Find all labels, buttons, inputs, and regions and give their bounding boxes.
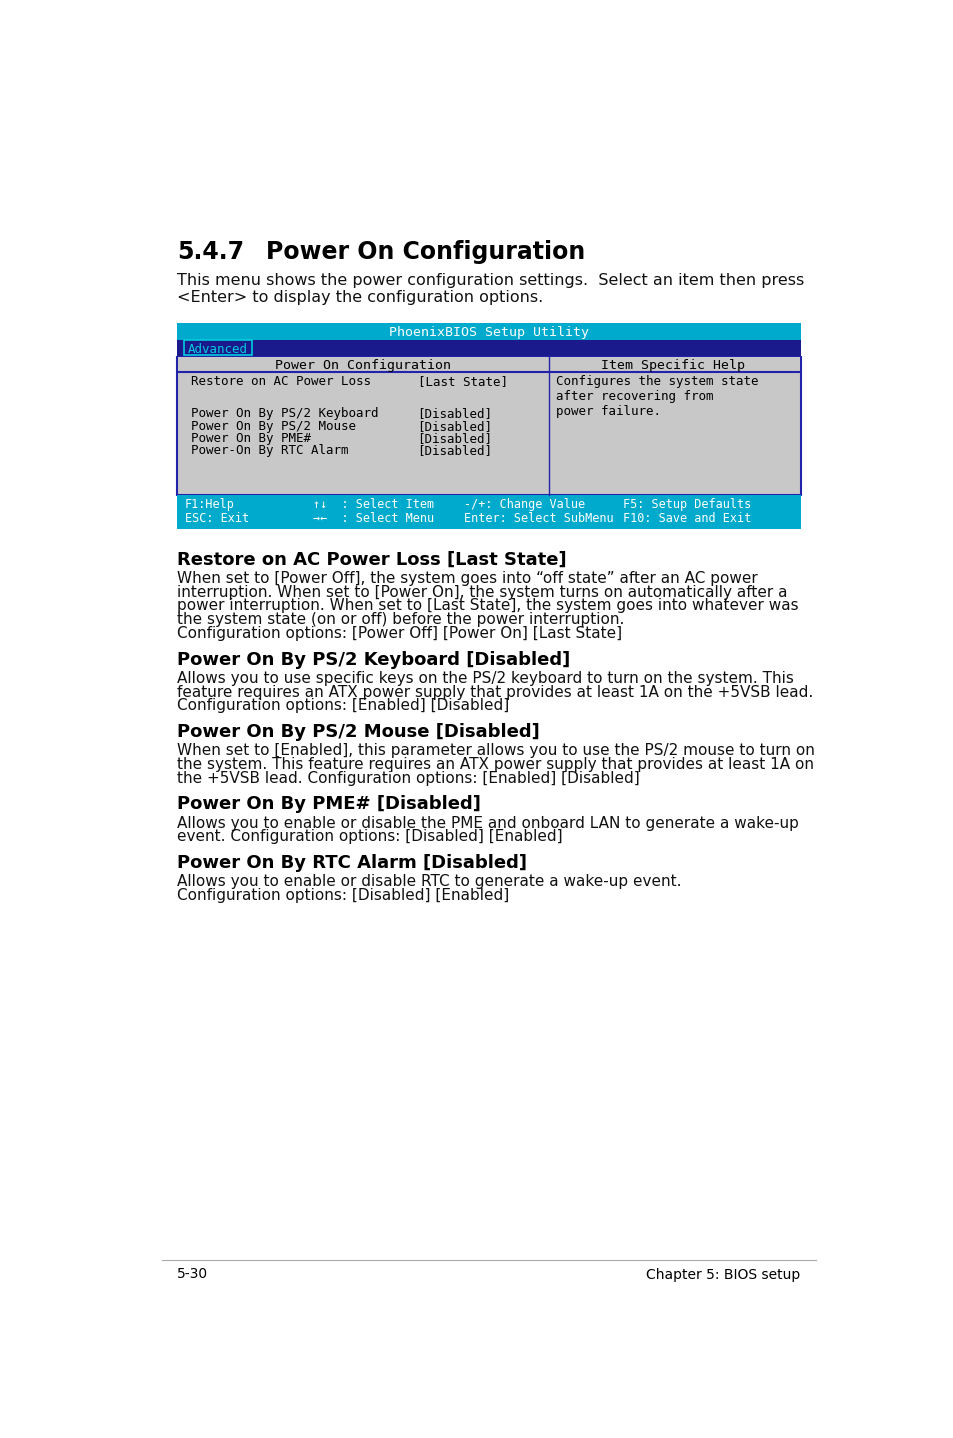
- Text: Power On By PME# [Disabled]: Power On By PME# [Disabled]: [177, 795, 480, 814]
- Text: F10: Save and Exit: F10: Save and Exit: [622, 512, 750, 525]
- Text: Configures the system state
after recovering from
power failure.: Configures the system state after recove…: [555, 375, 758, 418]
- Bar: [178, 357, 800, 372]
- Text: Power On By PME#: Power On By PME#: [192, 431, 311, 444]
- Text: feature requires an ATX power supply that provides at least 1A on the +5VSB lead: feature requires an ATX power supply tha…: [177, 684, 813, 700]
- Text: Allows you to enable or disable RTC to generate a wake-up event.: Allows you to enable or disable RTC to g…: [177, 874, 681, 889]
- Text: 5-30: 5-30: [177, 1267, 209, 1281]
- Text: ↑↓  : Select Item: ↑↓ : Select Item: [313, 499, 434, 512]
- Text: Power On By PS/2 Mouse: Power On By PS/2 Mouse: [192, 420, 356, 433]
- Text: Configuration options: [Enabled] [Disabled]: Configuration options: [Enabled] [Disabl…: [177, 699, 509, 713]
- Text: interruption. When set to [Power On], the system turns on automatically after a: interruption. When set to [Power On], th…: [177, 584, 787, 600]
- Text: -/+: Change Value: -/+: Change Value: [464, 499, 584, 512]
- Text: Restore on AC Power Loss: Restore on AC Power Loss: [192, 375, 371, 388]
- Text: [Disabled]: [Disabled]: [417, 407, 492, 420]
- Text: event. Configuration options: [Disabled] [Enabled]: event. Configuration options: [Disabled]…: [177, 830, 562, 844]
- Text: [Disabled]: [Disabled]: [417, 420, 492, 433]
- Bar: [177, 495, 801, 529]
- Text: →←  : Select Menu: →← : Select Menu: [313, 512, 434, 525]
- Text: PhoenixBIOS Setup Utility: PhoenixBIOS Setup Utility: [389, 326, 589, 339]
- Text: When set to [Power Off], the system goes into “off state” after an AC power: When set to [Power Off], the system goes…: [177, 571, 758, 585]
- Text: Allows you to use specific keys on the PS/2 keyboard to turn on the system. This: Allows you to use specific keys on the P…: [177, 670, 794, 686]
- Text: power interruption. When set to [Last State], the system goes into whatever was: power interruption. When set to [Last St…: [177, 598, 799, 614]
- Text: Power On By PS/2 Keyboard: Power On By PS/2 Keyboard: [192, 407, 378, 420]
- Text: F5: Setup Defaults: F5: Setup Defaults: [622, 499, 750, 512]
- Text: F1:Help: F1:Help: [185, 499, 234, 512]
- Text: the +5VSB lead. Configuration options: [Enabled] [Disabled]: the +5VSB lead. Configuration options: […: [177, 771, 639, 785]
- Text: Allows you to enable or disable the PME and onboard LAN to generate a wake-up: Allows you to enable or disable the PME …: [177, 815, 799, 831]
- Text: Chapter 5: BIOS setup: Chapter 5: BIOS setup: [645, 1267, 800, 1281]
- Text: the system state (on or off) before the power interruption.: the system state (on or off) before the …: [177, 613, 624, 627]
- Text: Power On Configuration: Power On Configuration: [266, 240, 585, 265]
- Bar: [177, 339, 801, 357]
- Bar: [183, 339, 252, 355]
- Text: When set to [Enabled], this parameter allows you to use the PS/2 mouse to turn o: When set to [Enabled], this parameter al…: [177, 743, 815, 758]
- Bar: [177, 357, 801, 495]
- Text: Power On By PS/2 Keyboard [Disabled]: Power On By PS/2 Keyboard [Disabled]: [177, 651, 570, 669]
- Text: Configuration options: [Disabled] [Enabled]: Configuration options: [Disabled] [Enabl…: [177, 887, 509, 903]
- Text: 5.4.7: 5.4.7: [177, 240, 244, 265]
- Text: [Disabled]: [Disabled]: [417, 444, 492, 457]
- Text: Configuration options: [Power Off] [Power On] [Last State]: Configuration options: [Power Off] [Powe…: [177, 626, 622, 641]
- Text: Item Specific Help: Item Specific Help: [600, 360, 744, 372]
- Text: [Disabled]: [Disabled]: [417, 431, 492, 444]
- Text: Advanced: Advanced: [188, 342, 248, 355]
- Text: [Last State]: [Last State]: [417, 375, 507, 388]
- Text: Power-On By RTC Alarm: Power-On By RTC Alarm: [192, 444, 349, 457]
- Text: Power On By RTC Alarm [Disabled]: Power On By RTC Alarm [Disabled]: [177, 854, 527, 871]
- Text: Restore on AC Power Loss [Last State]: Restore on AC Power Loss [Last State]: [177, 551, 566, 568]
- Text: This menu shows the power configuration settings.  Select an item then press
<En: This menu shows the power configuration …: [177, 273, 803, 305]
- Text: Power On Configuration: Power On Configuration: [275, 360, 451, 372]
- Bar: [177, 322, 801, 339]
- Text: Enter: Select SubMenu: Enter: Select SubMenu: [464, 512, 613, 525]
- Text: the system. This feature requires an ATX power supply that provides at least 1A : the system. This feature requires an ATX…: [177, 756, 814, 772]
- Text: Power On By PS/2 Mouse [Disabled]: Power On By PS/2 Mouse [Disabled]: [177, 723, 539, 741]
- Text: ESC: Exit: ESC: Exit: [185, 512, 249, 525]
